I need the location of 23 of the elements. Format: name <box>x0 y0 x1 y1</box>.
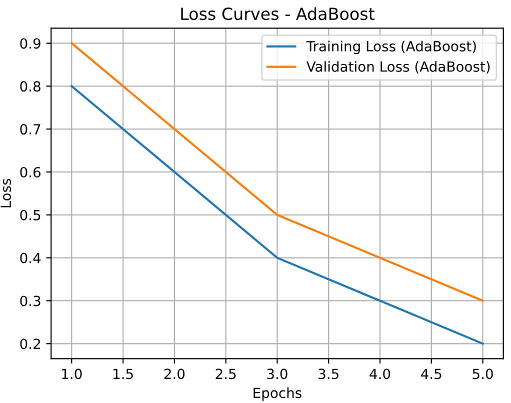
y-tick-label: 0.7 <box>20 124 40 135</box>
x-tick-label: 3.5 <box>318 368 338 380</box>
x-tick-label: 1.0 <box>62 368 82 380</box>
y-tick-label: 0.8 <box>20 81 40 92</box>
x-tick-label: 2.0 <box>164 368 185 380</box>
line-series <box>70 85 484 345</box>
x-tick-label: 2.5 <box>216 368 236 380</box>
y-tick-label: 0.4 <box>20 252 41 264</box>
x-tick-label: 5.0 <box>472 368 493 380</box>
legend-label: Validation Loss (AdaBoost) <box>306 61 490 74</box>
y-tick-label: 0.9 <box>20 38 40 49</box>
y-axis-title: Loss <box>0 178 12 208</box>
y-tick-label: 0.5 <box>20 210 40 220</box>
legend-label: Training Loss (AdaBoost) <box>306 40 476 54</box>
chart-title: Loss Curves - AdaBoost <box>181 7 374 20</box>
y-tick-label: 0.3 <box>20 296 40 306</box>
x-tick-label: 4.0 <box>370 368 390 380</box>
y-tick-label: 0.2 <box>20 338 40 350</box>
x-tick-label: 1.5 <box>114 368 133 380</box>
x-tick-label: 3.0 <box>267 368 288 380</box>
x-axis-title: Epochs <box>254 387 302 401</box>
y-tick-label: 0.6 <box>20 166 41 178</box>
x-tick-label: 4.5 <box>421 368 442 380</box>
